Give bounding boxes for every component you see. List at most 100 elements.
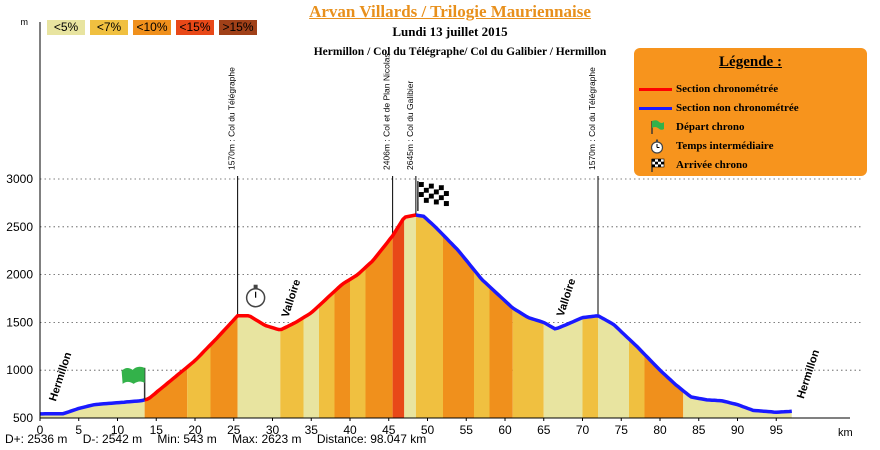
green-flag-icon bbox=[651, 120, 664, 134]
x-tick-label: 45 bbox=[382, 423, 396, 437]
x-tick-label: 15 bbox=[150, 423, 164, 437]
route-description: Hermillon / Col du Télégraphe/ Col du Ga… bbox=[313, 46, 607, 58]
grade-band bbox=[598, 315, 629, 418]
checkered-flag-icon bbox=[438, 195, 444, 201]
grade-band bbox=[489, 286, 513, 418]
grade-band bbox=[512, 308, 544, 418]
legend-item-finish: Arrivée chrono bbox=[634, 156, 867, 174]
stopwatch-crown bbox=[253, 284, 258, 289]
swatch-gt15: >15% bbox=[219, 20, 257, 35]
grade-band bbox=[629, 338, 645, 418]
stat-elevation-loss: D-: 2542 m bbox=[82, 432, 143, 446]
checkered-flag-icon bbox=[428, 188, 434, 194]
legend-label: Section non chronométrée bbox=[676, 102, 799, 114]
summit-label: 1570m : Col du Télégraphe bbox=[587, 67, 597, 170]
checkered-flag-icon bbox=[418, 187, 424, 193]
x-tick-label: 35 bbox=[305, 423, 319, 437]
x-tick-label: 30 bbox=[266, 423, 280, 437]
stat-elevation-gain: D+: 2536 m bbox=[5, 432, 68, 446]
untimed-section-line bbox=[415, 213, 792, 415]
y-tick-label: 1500 bbox=[6, 315, 33, 329]
grade-band bbox=[683, 390, 792, 418]
stat-min-altitude: Min: 543 m bbox=[157, 432, 217, 446]
checkered-flag-icon bbox=[443, 201, 449, 207]
checkered-flag-icon bbox=[433, 194, 439, 200]
checkered-flag-icon bbox=[423, 197, 429, 203]
legend-item-intermediate: Temps intermédiaire bbox=[634, 137, 867, 155]
town-label: Hermillon bbox=[47, 351, 74, 403]
legend-item-start: Départ chrono bbox=[634, 118, 867, 136]
grade-band bbox=[415, 215, 443, 418]
untimed-section-line bbox=[40, 398, 146, 416]
checkered-flag-icon bbox=[423, 192, 429, 198]
swatch-lt10: <10% bbox=[133, 20, 171, 35]
legend-label: Arrivée chrono bbox=[676, 159, 748, 171]
legend-item-untimed: Section non chronométrée bbox=[634, 99, 867, 117]
checkered-flag-icon bbox=[428, 198, 434, 204]
y-axis-unit: m bbox=[21, 17, 29, 27]
grade-band bbox=[365, 235, 393, 418]
summit-label: 1570m : Col du Télégraphe bbox=[227, 67, 237, 170]
x-axis-unit: km bbox=[838, 427, 853, 439]
grade-band bbox=[280, 317, 304, 418]
x-tick-label: 0 bbox=[37, 423, 44, 437]
checkered-flag-icon bbox=[438, 185, 444, 191]
grade-band bbox=[303, 305, 319, 418]
checkered-flag-icon bbox=[428, 193, 434, 199]
swatch-lt15: <15% bbox=[176, 20, 214, 35]
checkered-flag-icon bbox=[423, 187, 429, 193]
blue-line-icon bbox=[639, 107, 672, 110]
checkered-flag-icon bbox=[443, 196, 449, 202]
checkered-flag-icon bbox=[418, 197, 424, 203]
x-tick-label: 80 bbox=[653, 423, 667, 437]
checkered-flag-icon bbox=[651, 158, 665, 172]
grade-band bbox=[543, 317, 583, 418]
x-tick-label: 60 bbox=[498, 423, 512, 437]
y-tick-label: 2000 bbox=[6, 268, 33, 282]
event-date: Lundi 13 juillet 2015 bbox=[392, 24, 508, 39]
x-tick-label: 70 bbox=[576, 423, 590, 437]
checkered-flag-icon bbox=[433, 189, 439, 195]
stats-bar: D+: 2536 m D-: 2542 m Min: 543 m Max: 26… bbox=[5, 432, 438, 446]
grade-band bbox=[392, 217, 405, 418]
grade-band bbox=[237, 315, 281, 418]
y-tick-label: 3000 bbox=[6, 172, 33, 186]
checkered-flag-icon bbox=[428, 183, 434, 189]
red-line-icon bbox=[639, 88, 672, 91]
x-tick-label: 65 bbox=[537, 423, 551, 437]
legend-label: Temps intermédiaire bbox=[676, 140, 774, 152]
grade-band bbox=[334, 279, 350, 418]
green-flag-icon bbox=[121, 366, 145, 384]
grade-band bbox=[582, 315, 598, 418]
summit-label: 2645m : Col du Galibier bbox=[405, 81, 415, 170]
y-tick-label: 2500 bbox=[6, 220, 33, 234]
town-label: Valloire bbox=[555, 277, 579, 318]
legend-label: Départ chrono bbox=[676, 121, 745, 133]
stat-distance: Distance: 98.047 km bbox=[316, 432, 427, 446]
checkered-flag-icon bbox=[438, 200, 444, 206]
legend-label: Section chronométrée bbox=[676, 83, 779, 95]
swatch-lt7: <7% bbox=[90, 20, 128, 35]
y-tick-label: 1000 bbox=[6, 363, 33, 377]
x-tick-label: 85 bbox=[692, 423, 706, 437]
checkered-flag-icon bbox=[433, 199, 439, 205]
stopwatch-icon bbox=[650, 139, 664, 154]
grade-band bbox=[474, 269, 490, 418]
town-label: Valloire bbox=[280, 278, 304, 319]
x-tick-label: 40 bbox=[343, 423, 357, 437]
checkered-flag-icon bbox=[418, 192, 424, 198]
timed-section-line bbox=[144, 213, 417, 402]
x-tick-label: 5 bbox=[75, 423, 82, 437]
grade-band bbox=[644, 354, 684, 418]
swatch-lt5: <5% bbox=[47, 20, 85, 35]
stat-max-altitude: Max: 2623 m bbox=[232, 432, 302, 446]
town-label: Hermillon bbox=[795, 348, 822, 400]
grade-band bbox=[350, 267, 366, 418]
checkered-flag-icon bbox=[433, 184, 439, 190]
x-tick-label: 75 bbox=[615, 423, 629, 437]
summit-label: 2406m : Col et de Plan Nicolas bbox=[382, 53, 392, 170]
checkered-flag-icon bbox=[443, 191, 449, 197]
x-tick-label: 55 bbox=[460, 423, 474, 437]
x-tick-label: 50 bbox=[421, 423, 435, 437]
checkered-flag-icon bbox=[443, 186, 449, 192]
